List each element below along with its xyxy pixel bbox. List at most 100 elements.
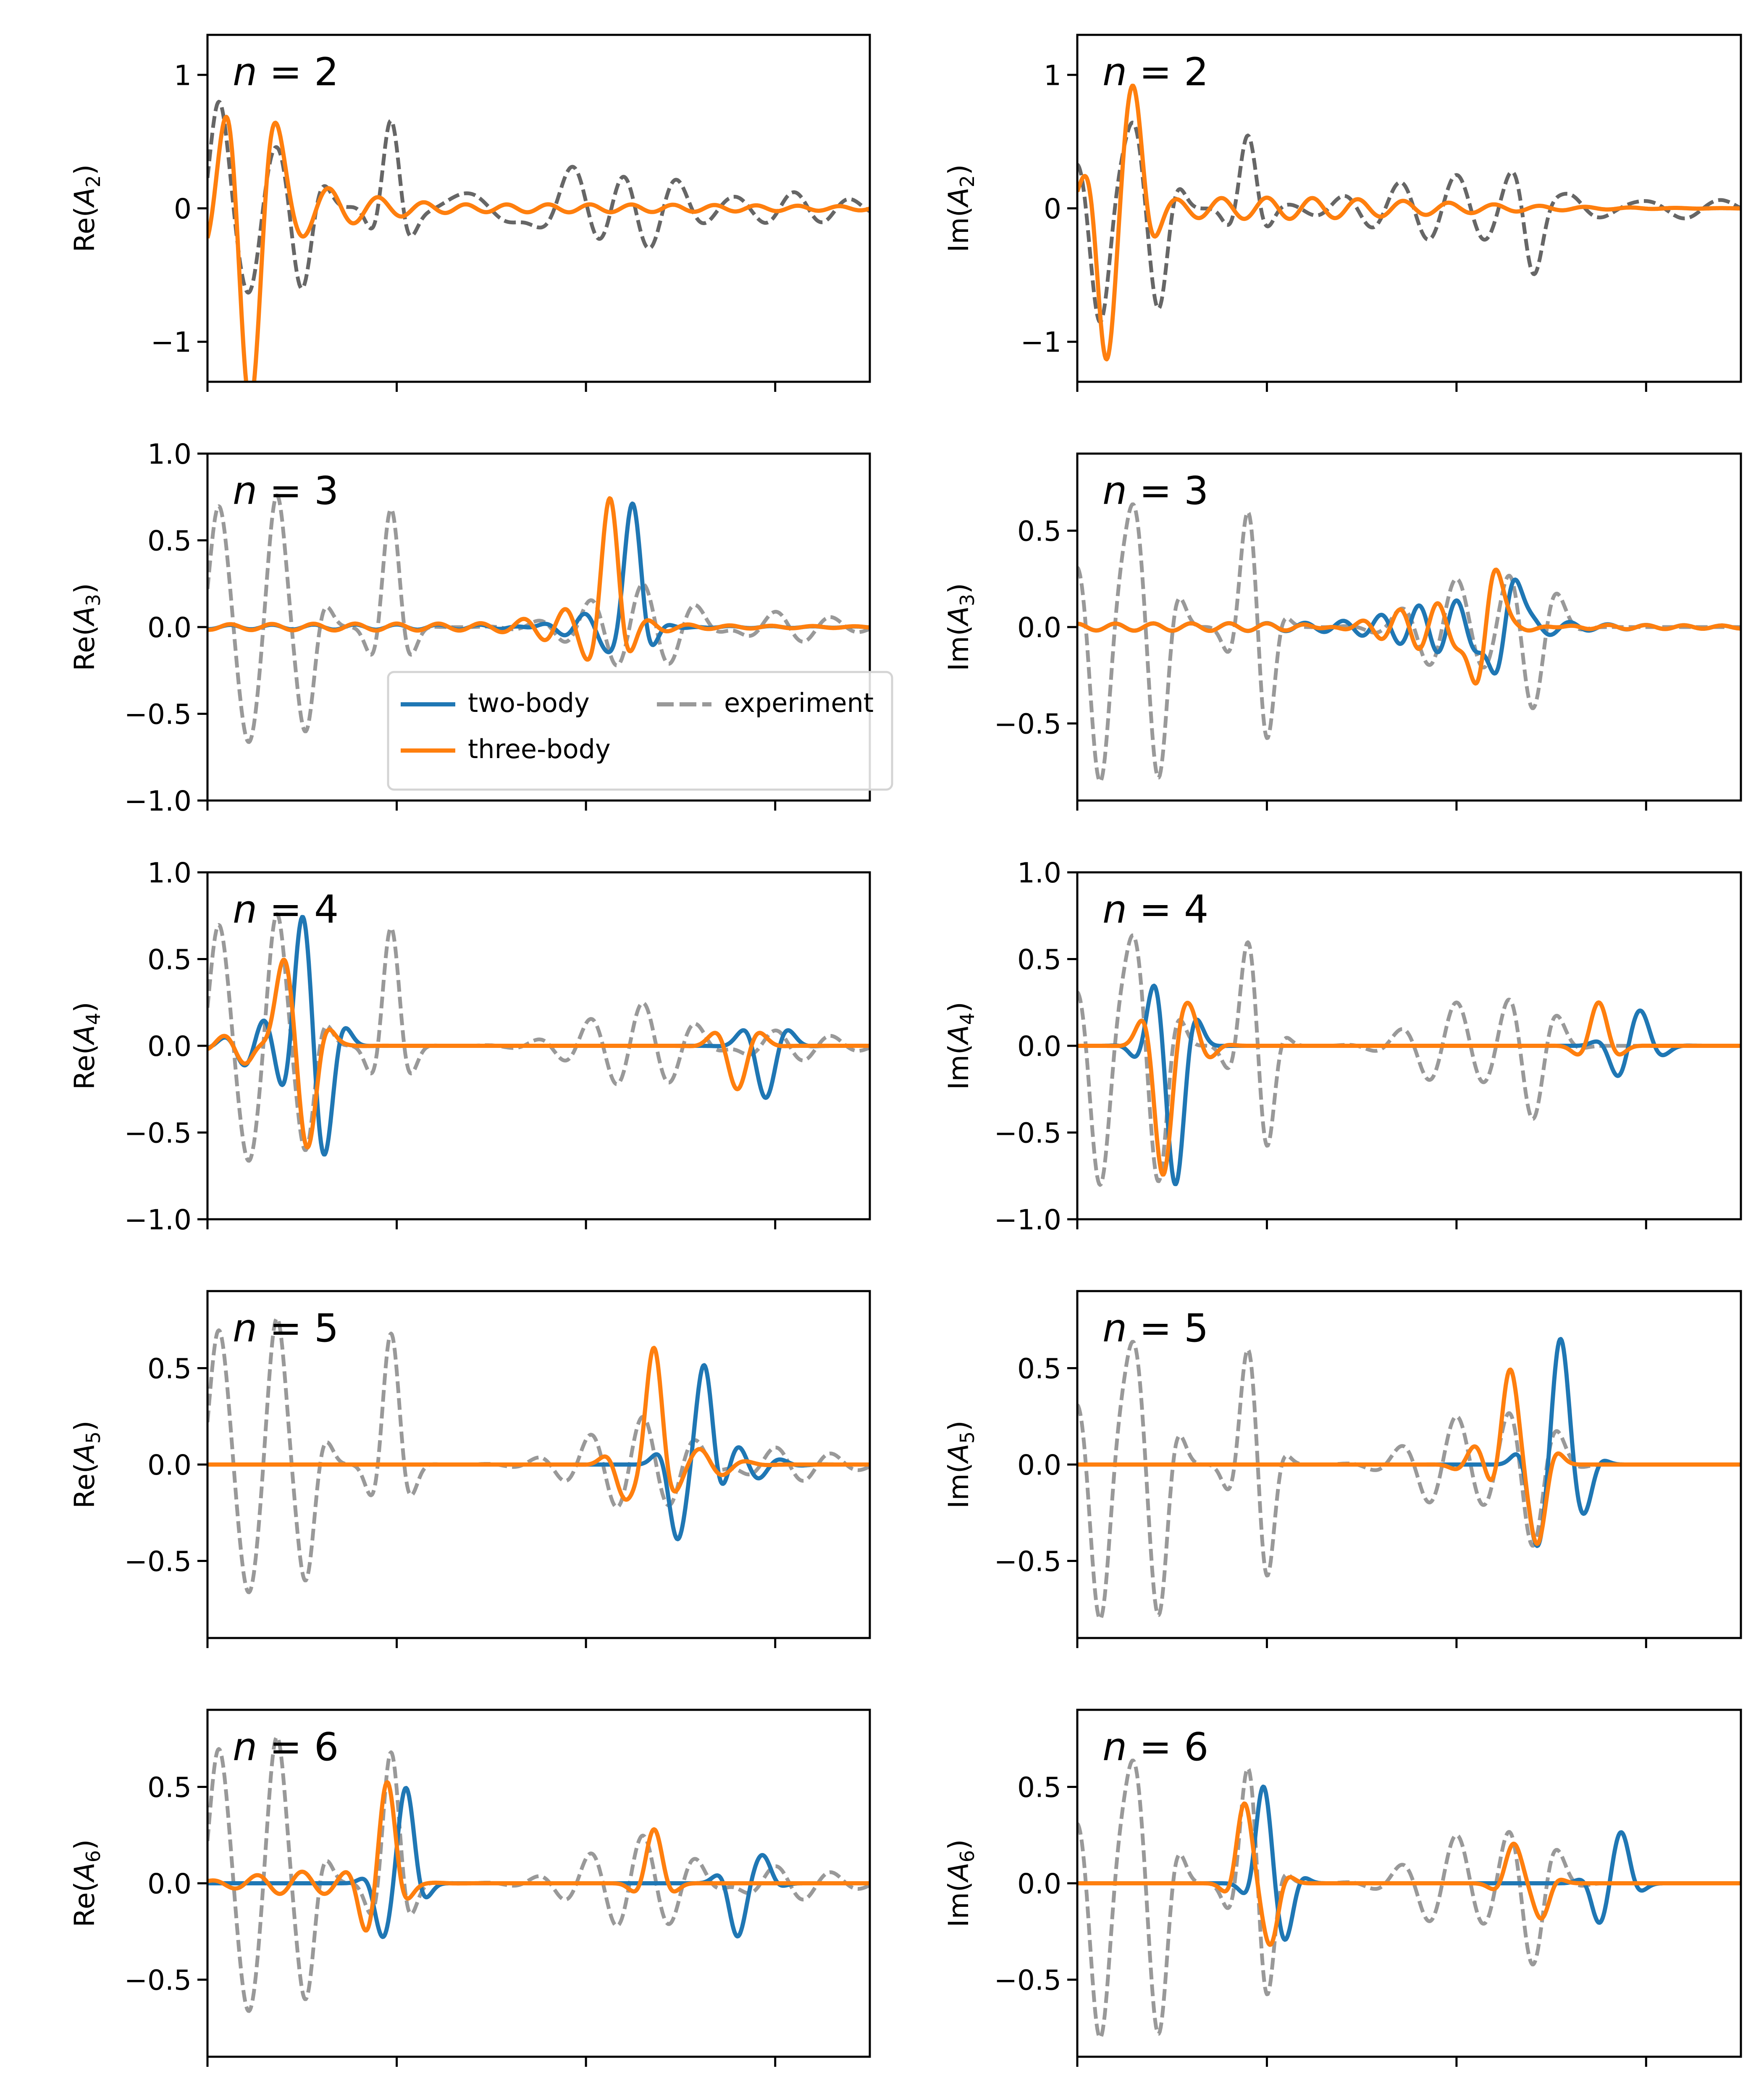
panel-label: n = 2 bbox=[1102, 50, 1208, 94]
y-tick-label: 1 bbox=[174, 59, 192, 92]
experiment-line bbox=[207, 494, 870, 744]
panel-label: n = 4 bbox=[1102, 887, 1208, 932]
panel-label: n = 4 bbox=[233, 887, 339, 932]
y-label-close: ) bbox=[942, 1002, 975, 1013]
y-tick-label: −0.5 bbox=[994, 708, 1061, 740]
panel-re-n5: −0.5 0.0 0.5 Re(A5) n = 5 bbox=[68, 1290, 871, 1648]
panel-label-n: n bbox=[1102, 468, 1127, 513]
y-label-symbol: A bbox=[68, 1025, 101, 1045]
panel-label-n: n bbox=[233, 1725, 257, 1769]
y-tick-label: 0.5 bbox=[147, 944, 192, 976]
y-tick-label: −0.5 bbox=[994, 1117, 1061, 1150]
y-tick-label: −1.0 bbox=[124, 785, 192, 817]
y-tick-label: −0.5 bbox=[124, 1117, 192, 1150]
y-tick-label: 0.0 bbox=[147, 1868, 192, 1900]
three-body-line bbox=[207, 958, 870, 1150]
y-label-close: ) bbox=[68, 1002, 101, 1013]
panel-re-n2: −1 0 1 Re(A2) n = 2 bbox=[68, 34, 871, 392]
y-tick-label: 0.0 bbox=[147, 1449, 192, 1481]
y-tick-label: 0.0 bbox=[1017, 1449, 1061, 1481]
two-body-line bbox=[1077, 984, 1741, 1186]
three-body-line bbox=[1077, 1801, 1741, 1947]
experiment-line bbox=[207, 1316, 870, 1594]
three-body-line bbox=[207, 1346, 870, 1502]
legend: two-body experiment three-body bbox=[387, 671, 893, 791]
three-body-line bbox=[1077, 1000, 1741, 1177]
panel-label: n = 6 bbox=[233, 1725, 339, 1769]
panel-im-n5: −0.5 0.0 0.5 Im(A5) n = 5 bbox=[942, 1290, 1742, 1648]
y-tick-label: 0.0 bbox=[147, 612, 192, 644]
two-body-line bbox=[207, 1786, 870, 1939]
y-tick-label: 0.5 bbox=[1017, 1772, 1061, 1804]
y-tick-label: 1.0 bbox=[1017, 857, 1061, 889]
y-label-symbol: A bbox=[68, 1444, 101, 1464]
three-body-line bbox=[1077, 84, 1741, 362]
y-tick-label: 0 bbox=[174, 193, 192, 225]
y-label-symbol: A bbox=[942, 1444, 975, 1464]
panel-label-n: n bbox=[233, 1306, 257, 1351]
panel-label: n = 6 bbox=[1102, 1725, 1208, 1769]
y-tick-label: 0 bbox=[1044, 193, 1061, 225]
panel-label: n = 5 bbox=[1102, 1306, 1208, 1351]
y-label-subscript: 2 bbox=[82, 175, 105, 187]
y-label-subscript: 3 bbox=[956, 594, 979, 606]
y-label-close: ) bbox=[68, 1839, 101, 1850]
y-label-subscript: 6 bbox=[82, 1850, 105, 1862]
y-label-subscript: 3 bbox=[82, 594, 105, 606]
y-tick-label: 1 bbox=[1044, 59, 1061, 92]
y-label-subscript: 4 bbox=[82, 1013, 105, 1025]
panel-label-n: n bbox=[233, 468, 257, 513]
panel-re-n3: −1.0 −0.5 0.0 0.5 1.0 Re(A3) n = 3 two-body expe… bbox=[68, 438, 893, 817]
panel-label-n: n bbox=[1102, 1306, 1127, 1351]
y-axis-label: Im(A4) bbox=[942, 1002, 979, 1090]
y-label-subscript: 4 bbox=[956, 1013, 979, 1025]
three-body-line bbox=[1077, 567, 1741, 686]
three-body-line bbox=[207, 115, 870, 382]
experiment-line bbox=[207, 912, 870, 1163]
panel-label-n: n bbox=[233, 50, 257, 94]
y-tick-label: 0.5 bbox=[147, 1772, 192, 1804]
y-tick-label: 1.0 bbox=[147, 438, 192, 470]
y-label-subscript: 6 bbox=[956, 1850, 979, 1862]
y-tick-label: −0.5 bbox=[124, 1545, 192, 1578]
y-tick-label: −1.0 bbox=[124, 1204, 192, 1236]
y-axis-label: Re(A6) bbox=[68, 1839, 105, 1927]
panel-label-n: n bbox=[233, 887, 257, 932]
three-body-line bbox=[207, 496, 870, 662]
y-tick-label: 0.5 bbox=[147, 525, 192, 557]
legend-label-experiment: experiment bbox=[724, 688, 874, 718]
y-axis-label: Re(A4) bbox=[68, 1002, 105, 1089]
y-tick-label: 0.5 bbox=[147, 1353, 192, 1385]
y-tick-label: 0.0 bbox=[1017, 1868, 1061, 1900]
y-label-symbol: A bbox=[942, 1025, 975, 1045]
y-axis-label: Im(A5) bbox=[942, 1420, 979, 1509]
y-label-symbol: A bbox=[68, 1862, 101, 1883]
panel-label: n = 5 bbox=[233, 1306, 339, 1351]
experiment-line bbox=[1077, 1340, 1741, 1621]
y-label-symbol: A bbox=[942, 1862, 975, 1883]
three-body-line bbox=[207, 1780, 870, 1933]
panel-im-n3: −0.5 0.0 0.5 Im(A3) n = 3 bbox=[942, 452, 1742, 811]
y-tick-label: 0.5 bbox=[1017, 515, 1061, 548]
y-label-close: ) bbox=[68, 164, 101, 175]
y-tick-label: −1 bbox=[151, 326, 192, 359]
y-tick-label: −0.5 bbox=[994, 1545, 1061, 1578]
panel-im-n6: −0.5 0.0 0.5 Im(A6) n = 6 bbox=[942, 1709, 1742, 2067]
y-axis-label: Re(A3) bbox=[68, 583, 105, 671]
y-tick-label: 1.0 bbox=[147, 857, 192, 889]
y-tick-label: 0.5 bbox=[1017, 1353, 1061, 1385]
y-tick-label: 0.0 bbox=[147, 1030, 192, 1063]
experiment-line bbox=[1077, 1759, 1741, 2040]
experiment-line bbox=[207, 100, 870, 295]
panel-label-n: n bbox=[1102, 1725, 1127, 1769]
experiment-line bbox=[1077, 502, 1741, 784]
experiment-line bbox=[1077, 933, 1741, 1187]
y-label-close: ) bbox=[942, 1420, 975, 1431]
panel-label-n: n bbox=[1102, 50, 1127, 94]
y-tick-label: −0.5 bbox=[994, 1964, 1061, 1996]
y-axis-label: Re(A5) bbox=[68, 1420, 105, 1508]
y-label-close: ) bbox=[942, 1839, 975, 1850]
y-label-close: ) bbox=[942, 164, 975, 175]
three-body-line bbox=[1077, 1368, 1741, 1546]
